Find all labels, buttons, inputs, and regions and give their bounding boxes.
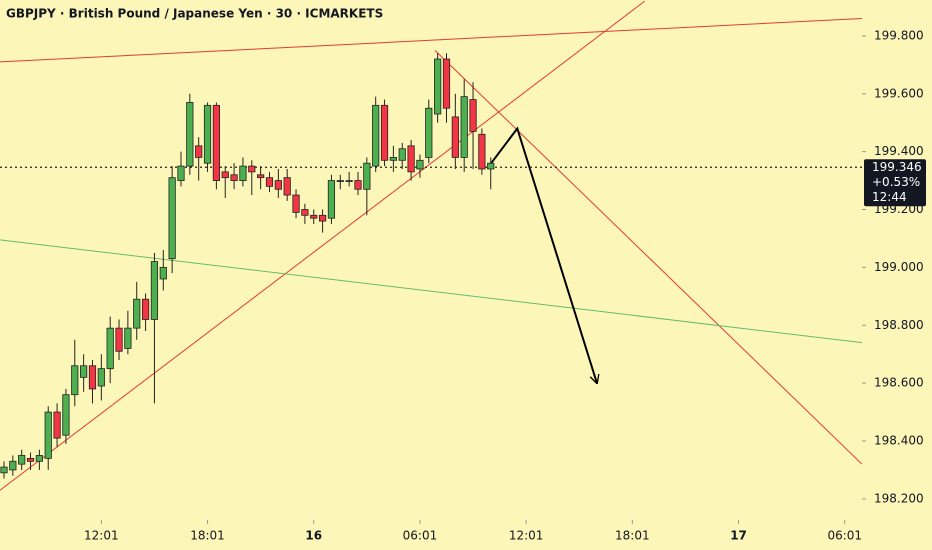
candle-body — [274, 180, 282, 190]
drawings — [0, 0, 862, 491]
candle-body — [301, 209, 309, 216]
candle-body — [407, 145, 415, 173]
trend-line — [0, 239, 862, 344]
x-tick-label: 06:01 — [403, 529, 438, 543]
candle-body — [363, 162, 371, 190]
candle-body — [177, 165, 185, 181]
y-tick-label: 198.400 — [874, 434, 924, 448]
candle-body — [283, 177, 291, 196]
candle-body — [106, 327, 114, 370]
price-label-box — [864, 159, 926, 207]
candle-body — [336, 180, 344, 182]
candle-body — [318, 214, 327, 222]
candle-body — [292, 194, 300, 213]
candle-body — [88, 365, 97, 390]
candle-body — [442, 58, 451, 109]
arrow — [489, 126, 597, 383]
candle-body — [141, 298, 150, 320]
candle-body — [203, 104, 212, 164]
x-tick-label: 06:01 — [827, 529, 862, 543]
candle-body — [115, 327, 123, 352]
x-tick-label: 18:01 — [615, 529, 650, 543]
candle-body — [230, 174, 238, 181]
candle-body — [53, 411, 61, 439]
candle-body — [124, 327, 132, 349]
candle-body — [380, 104, 389, 161]
candle-body — [416, 159, 424, 170]
axes: 198.200198.400198.600198.800199.000199.2… — [84, 28, 926, 543]
candle-body — [239, 165, 247, 181]
candle-body — [44, 411, 52, 459]
last-price-label: 199.346 — [872, 160, 922, 174]
candle-body — [18, 455, 26, 465]
candle-body — [159, 266, 167, 280]
candle-body — [434, 58, 442, 115]
y-tick-label: 199.800 — [874, 28, 924, 42]
candle-body — [62, 394, 70, 436]
x-tick-label: 18:01 — [190, 529, 225, 543]
candle-body — [80, 365, 88, 378]
candle-body — [9, 460, 17, 471]
x-tick-label: 12:01 — [509, 529, 544, 543]
x-tick-label: 12:01 — [84, 529, 119, 543]
candle-body — [372, 104, 380, 167]
candle-body — [389, 157, 397, 161]
candle-body — [257, 174, 265, 179]
candle-body — [248, 165, 256, 173]
x-tick-label: 16 — [305, 529, 322, 543]
candle-body — [195, 145, 203, 158]
trend-line — [434, 49, 862, 465]
candle-body — [327, 180, 336, 219]
countdown-label: 12:44 — [872, 190, 907, 204]
y-tick-label: 198.200 — [874, 491, 924, 505]
change-label: +0.53% — [872, 175, 920, 189]
y-tick-label: 199.600 — [874, 86, 924, 100]
candle-body — [221, 171, 229, 179]
candle-body — [133, 298, 141, 329]
candle-body — [71, 365, 79, 396]
candle-body — [265, 177, 274, 187]
candle-body — [425, 107, 433, 158]
candle-body — [35, 455, 43, 462]
candle-body — [469, 99, 477, 132]
candle-body — [478, 133, 486, 170]
y-tick-label: 199.400 — [874, 144, 924, 158]
trend-line — [0, 0, 646, 491]
candle-body — [97, 368, 105, 387]
candle-body — [168, 177, 176, 260]
candle-body — [487, 162, 495, 170]
candle-body — [398, 148, 406, 161]
candle-body — [186, 102, 194, 167]
candle-body — [26, 457, 35, 462]
candle-body — [460, 96, 468, 158]
candles — [0, 53, 862, 479]
x-tick-label: 17 — [730, 529, 747, 543]
candle-body — [0, 466, 8, 474]
candle-body — [212, 104, 220, 181]
y-tick-label: 199.000 — [874, 260, 924, 274]
y-tick-label: 198.800 — [874, 318, 924, 332]
candle-body — [354, 180, 362, 190]
candle-body — [345, 180, 353, 182]
chart-title: GBPJPY · British Pound / Japanese Yen · … — [6, 7, 383, 21]
trend-line — [0, 18, 862, 63]
candle-body — [310, 214, 318, 219]
candle-body — [150, 261, 159, 320]
y-tick-label: 198.600 — [874, 376, 924, 390]
candle-body — [451, 116, 459, 158]
